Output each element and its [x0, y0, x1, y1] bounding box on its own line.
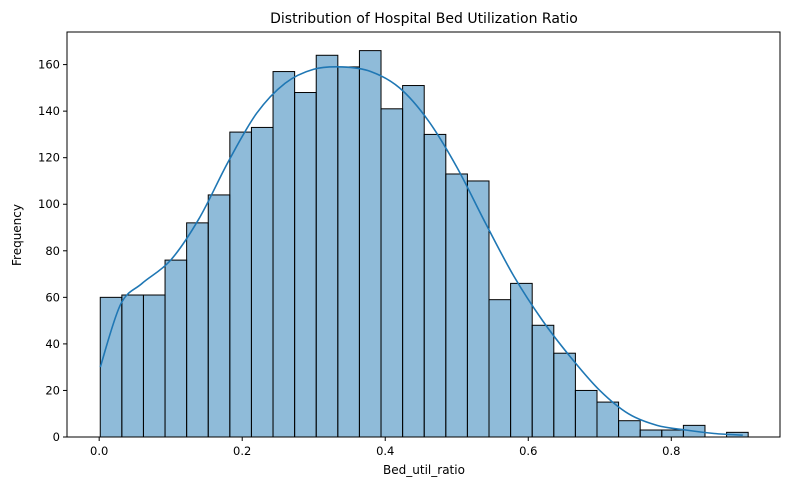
plot-frame — [66, 31, 781, 438]
y-tick-label: 40 — [45, 337, 60, 351]
histogram-bar — [250, 126, 274, 438]
y-tick-label: 0 — [53, 430, 60, 444]
histogram-bar — [142, 294, 166, 438]
x-tick-label: 0.4 — [376, 444, 394, 458]
y-tick-label: 60 — [45, 290, 60, 304]
histogram-bar — [402, 85, 425, 438]
histogram-bar — [618, 420, 641, 438]
histogram-bar — [531, 324, 555, 438]
histogram-bar — [445, 173, 468, 438]
chart-title: Distribution of Hospital Bed Utilization… — [270, 11, 578, 27]
y-axis-label: Frequency — [10, 204, 24, 266]
y-tick-label: 120 — [38, 151, 60, 165]
y-tick-label: 160 — [38, 58, 60, 72]
histogram-bar — [99, 296, 123, 438]
histogram-bar — [337, 66, 360, 438]
histogram-bar — [466, 180, 490, 438]
histogram-bar — [294, 92, 317, 438]
histogram-bar — [574, 389, 598, 438]
histogram-bar — [358, 50, 382, 438]
y-tick-label: 140 — [38, 104, 60, 118]
y-axis-ticks: 0 20 40 60 80 100 120 140 160 — [38, 58, 67, 444]
y-tick-label: 80 — [45, 244, 60, 258]
histogram-bar — [639, 429, 663, 438]
histogram-bar — [423, 133, 447, 438]
histogram-bar — [553, 352, 576, 438]
x-axis-ticks: 0.0 0.2 0.4 0.6 0.8 — [90, 437, 680, 458]
bars-layer — [99, 50, 749, 438]
histogram-bar — [380, 108, 404, 438]
histogram-bar — [510, 282, 533, 438]
histogram-bar — [661, 429, 684, 438]
y-tick-label: 100 — [38, 197, 60, 211]
x-tick-label: 0.0 — [90, 444, 108, 458]
histogram-bar — [186, 222, 209, 438]
histogram-bar — [207, 194, 231, 438]
histogram-bar — [229, 131, 252, 438]
x-tick-label: 0.2 — [233, 444, 251, 458]
histogram-bar — [164, 259, 188, 438]
histogram-bar — [121, 294, 144, 438]
histogram-bar — [315, 54, 339, 438]
histogram-bar — [488, 299, 512, 438]
histogram-bar — [272, 71, 296, 438]
kde-line — [99, 65, 743, 436]
histogram-bar — [596, 401, 620, 438]
x-axis-label: Bed_util_ratio — [383, 463, 465, 477]
x-tick-label: 0.6 — [519, 444, 537, 458]
y-tick-label: 20 — [45, 383, 60, 397]
x-tick-label: 0.8 — [662, 444, 680, 458]
